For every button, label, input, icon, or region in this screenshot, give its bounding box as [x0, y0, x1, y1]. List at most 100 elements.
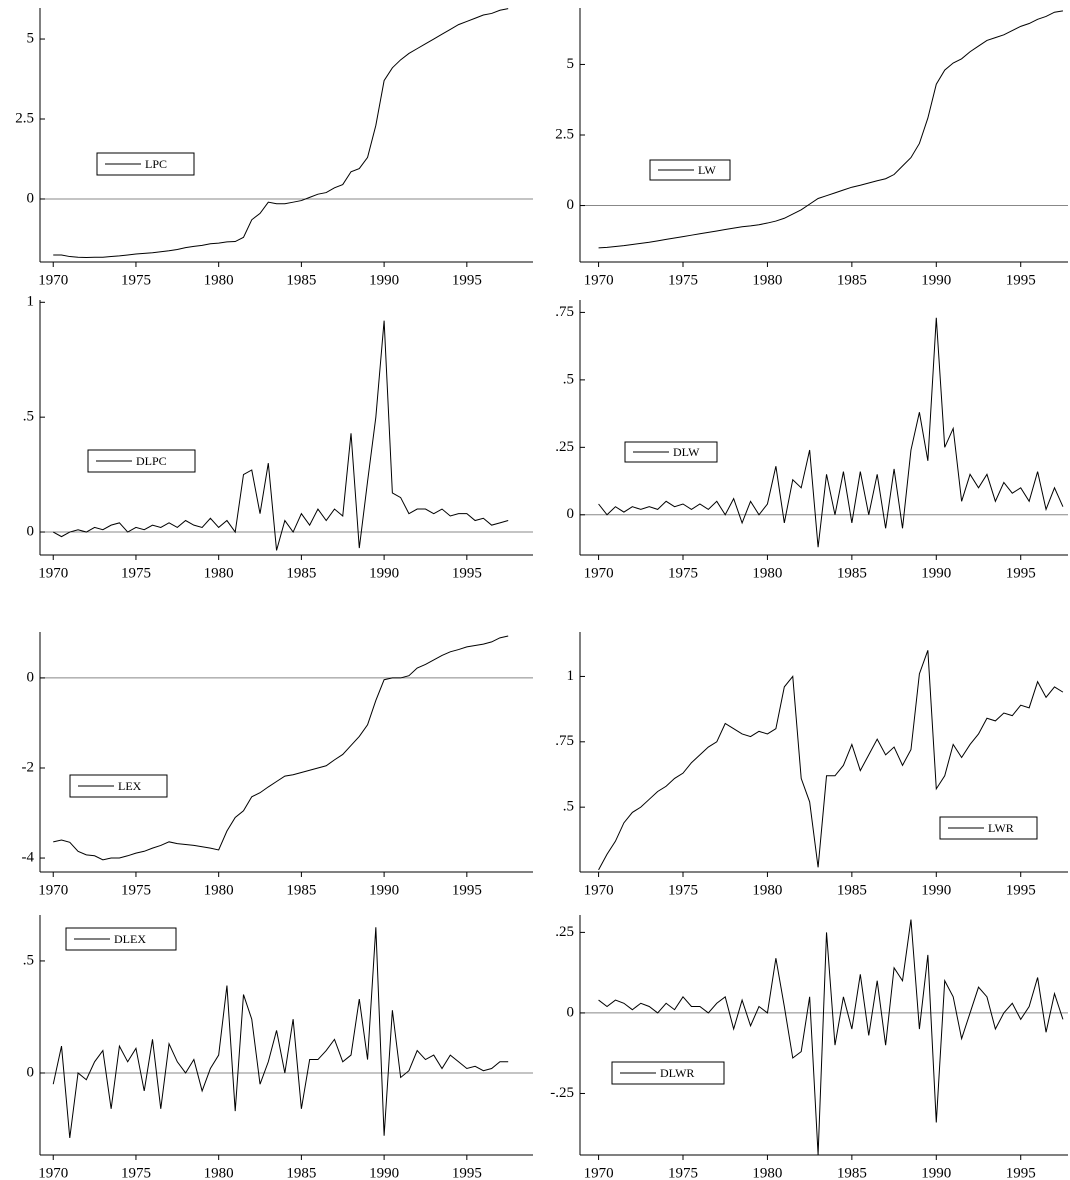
- legend-box: [65, 927, 177, 951]
- y-tick-label: 2.5: [555, 126, 574, 142]
- legend-box: [939, 816, 1038, 840]
- x-tick-label: 1980: [752, 565, 782, 581]
- legend-label: LW: [698, 163, 716, 177]
- x-tick-label: 1985: [837, 565, 867, 581]
- y-tick-label: .5: [23, 952, 34, 968]
- y-tick-label: .25: [555, 924, 574, 940]
- legend-label: DLPC: [136, 454, 167, 468]
- legend-box: [624, 441, 718, 463]
- x-tick-label: 1995: [452, 272, 482, 288]
- x-tick-label: 1970: [38, 272, 68, 288]
- x-tick-label: 1990: [369, 565, 399, 581]
- y-tick-label: 5: [27, 30, 35, 46]
- x-tick-label: 1995: [1006, 565, 1036, 581]
- y-tick-label: 0: [27, 669, 35, 685]
- legend-box: [69, 774, 168, 798]
- x-tick-label: 1975: [668, 882, 698, 898]
- series-line: [598, 10, 1064, 249]
- y-tick-label: 1: [27, 294, 35, 310]
- x-tick-label: 1975: [121, 882, 151, 898]
- x-tick-label: 1975: [121, 1165, 151, 1180]
- x-tick-label: 1970: [38, 882, 68, 898]
- y-tick-label: 5: [567, 56, 575, 72]
- series-line: [598, 650, 1064, 871]
- x-tick-label: 1970: [584, 272, 614, 288]
- x-tick-label: 1980: [204, 565, 234, 581]
- legend-box: [611, 1061, 725, 1085]
- x-tick-label: 1980: [204, 882, 234, 898]
- y-tick-label: 2.5: [15, 110, 34, 126]
- x-tick-label: 1980: [752, 272, 782, 288]
- series-line: [598, 317, 1064, 548]
- x-tick-label: 1990: [369, 272, 399, 288]
- legend-label: DLWR: [660, 1066, 694, 1080]
- x-tick-label: 1980: [752, 1165, 782, 1180]
- x-tick-label: 1970: [38, 1165, 68, 1180]
- legend: LPC: [96, 152, 195, 176]
- y-tick-label: .5: [563, 799, 574, 815]
- legend: LWR: [939, 816, 1038, 840]
- panel: 0 .5 1970 1975 1980 1985 1990 1995 DLEX: [23, 915, 533, 1180]
- legend: DLWR: [611, 1061, 725, 1085]
- legend: DLEX: [65, 927, 177, 951]
- x-tick-label: 1980: [752, 882, 782, 898]
- x-tick-label: 1990: [921, 272, 951, 288]
- series-line: [52, 320, 509, 551]
- x-tick-label: 1995: [452, 1165, 482, 1180]
- x-tick-label: 1970: [584, 565, 614, 581]
- panel: 0 2.5 5 1970 1975 1980 1985 1990 1995 LPC: [15, 8, 533, 288]
- y-tick-label: 0: [567, 506, 575, 522]
- panel: 0 .25 .5 .75 1970 1975 1980 1985 1990 1995 DLW: [555, 300, 1068, 581]
- x-tick-label: 1970: [38, 565, 68, 581]
- legend: LW: [649, 159, 731, 181]
- x-tick-label: 1995: [452, 565, 482, 581]
- panel: -4 -2 0 1970 1975 1980 1985 1990 1995 LEX: [22, 632, 533, 898]
- series-line: [52, 927, 509, 1139]
- y-tick-label: .25: [555, 439, 574, 455]
- x-tick-label: 1985: [837, 272, 867, 288]
- x-tick-label: 1995: [1006, 882, 1036, 898]
- legend: DLPC: [87, 449, 196, 473]
- y-tick-label: -2: [22, 759, 35, 775]
- panel: -.25 0 .25 1970 1975 1980 1985 1990 1995 DLWR: [550, 915, 1068, 1180]
- y-tick-label: 0: [567, 1004, 575, 1020]
- x-tick-label: 1995: [452, 882, 482, 898]
- legend-label: DLW: [673, 445, 700, 459]
- x-tick-label: 1975: [121, 565, 151, 581]
- x-tick-label: 1975: [668, 1165, 698, 1180]
- x-tick-label: 1990: [921, 565, 951, 581]
- x-tick-label: 1990: [369, 882, 399, 898]
- x-tick-label: 1970: [584, 882, 614, 898]
- x-tick-label: 1970: [584, 1165, 614, 1180]
- y-tick-label: 0: [27, 1064, 35, 1080]
- y-tick-label: 0: [27, 190, 35, 206]
- x-tick-label: 1980: [204, 272, 234, 288]
- x-tick-label: 1985: [286, 882, 316, 898]
- x-tick-label: 1975: [668, 565, 698, 581]
- x-tick-label: 1985: [837, 882, 867, 898]
- x-tick-label: 1985: [286, 1165, 316, 1180]
- x-tick-label: 1985: [286, 272, 316, 288]
- x-tick-label: 1995: [1006, 272, 1036, 288]
- x-tick-label: 1975: [668, 272, 698, 288]
- y-tick-label: -4: [22, 849, 35, 865]
- panel: 0 2.5 5 1970 1975 1980 1985 1990 1995 LW: [555, 8, 1068, 288]
- y-tick-label: 1: [567, 668, 575, 684]
- series-line: [53, 8, 509, 259]
- y-tick-label: .75: [555, 733, 574, 749]
- x-tick-label: 1985: [286, 565, 316, 581]
- legend-label: LPC: [145, 157, 167, 171]
- panel: .5 .75 1 1970 1975 1980 1985 1990 1995 LWR: [555, 632, 1068, 898]
- x-tick-label: 1995: [1006, 1165, 1036, 1180]
- legend-label: DLEX: [114, 932, 146, 946]
- series-line: [598, 919, 1064, 1155]
- y-tick-label: 0: [27, 523, 35, 539]
- x-tick-label: 1980: [204, 1165, 234, 1180]
- legend: LEX: [69, 774, 168, 798]
- x-tick-label: 1990: [921, 882, 951, 898]
- series-line: [53, 635, 509, 861]
- x-tick-label: 1985: [837, 1165, 867, 1180]
- legend-box: [96, 152, 195, 176]
- panel: 0 .5 1 1970 1975 1980 1985 1990 1995 DLPC: [23, 294, 533, 581]
